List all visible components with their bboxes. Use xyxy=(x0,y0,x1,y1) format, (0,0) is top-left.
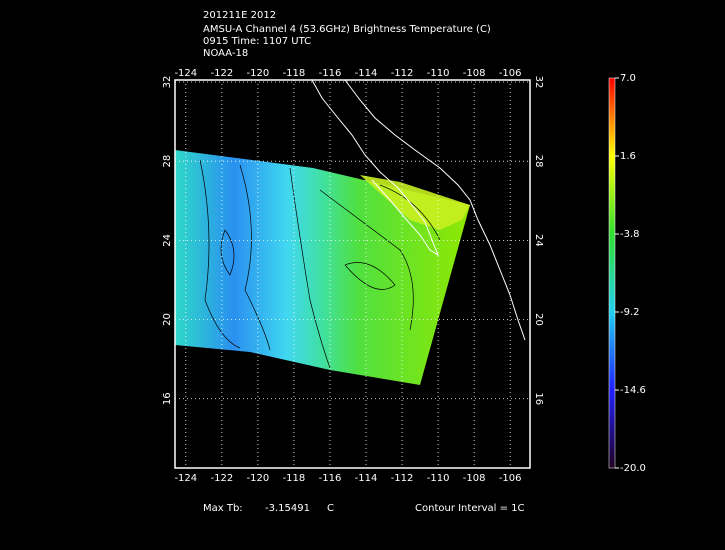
lat-tick-label: 16 xyxy=(533,392,544,405)
lon-tick-label: -110 xyxy=(427,473,450,484)
lat-tick-label: 28 xyxy=(533,155,544,168)
coastline xyxy=(344,79,526,341)
contour-interval: Contour Interval = 1C xyxy=(415,503,525,514)
max-unit: C xyxy=(327,503,334,514)
lon-tick-label: -110 xyxy=(427,68,450,79)
lon-tick-label: -114 xyxy=(355,473,378,484)
lon-tick-label: -114 xyxy=(355,68,378,79)
map xyxy=(174,79,531,469)
lon-tick-label: -112 xyxy=(391,68,414,79)
warm-region xyxy=(360,175,470,230)
contours xyxy=(199,159,441,369)
lon-tick-label: -118 xyxy=(283,68,306,79)
footer: Max Tb: -3.15491 C Contour Interval = 1C xyxy=(203,503,525,514)
lon-tick-label: -118 xyxy=(283,473,306,484)
swath xyxy=(175,150,470,385)
max-value: -3.15491 xyxy=(265,503,310,514)
lon-tick-label: -106 xyxy=(499,68,522,79)
header-line: 0915 Time: 1107 UTC xyxy=(203,36,311,47)
header: 201211E 2012 AMSU-A Channel 4 (53.6GHz) … xyxy=(203,10,491,59)
lat-tick-label: 16 xyxy=(162,392,173,405)
lon-tick-label: -120 xyxy=(247,68,270,79)
colorbar-label: 1.6 xyxy=(620,151,636,162)
lat-tick-label: 32 xyxy=(533,76,544,89)
lon-tick-label: -116 xyxy=(319,473,342,484)
lat-tick-label: 24 xyxy=(533,234,544,247)
lon-tick-label: -120 xyxy=(247,473,270,484)
max-label: Max Tb: xyxy=(203,503,243,514)
colorbar-label: 7.0 xyxy=(620,73,636,84)
lon-tick-label: -112 xyxy=(391,473,414,484)
lat-tick-label: 20 xyxy=(162,313,173,326)
lon-tick-label: -108 xyxy=(463,68,486,79)
colorbar-label: -14.6 xyxy=(620,385,646,396)
lat-tick-label: 32 xyxy=(162,76,173,89)
lon-tick-label: -106 xyxy=(499,473,522,484)
lon-tick-label: -122 xyxy=(211,68,234,79)
plot-frame xyxy=(174,79,531,469)
header-line: NOAA-18 xyxy=(203,48,248,59)
colorbar xyxy=(608,77,616,469)
colorbar-label: -3.8 xyxy=(620,229,640,240)
lon-tick-label: -124 xyxy=(174,473,197,484)
lon-tick-label: -122 xyxy=(211,473,234,484)
lat-tick-label: 28 xyxy=(162,155,173,168)
lon-tick-label: -124 xyxy=(174,68,197,79)
colorbar-label: -9.2 xyxy=(620,307,640,318)
lon-tick-label: -116 xyxy=(319,68,342,79)
coastline xyxy=(311,79,440,257)
colorbar-label: -20.0 xyxy=(620,463,646,474)
header-line: 201211E 2012 xyxy=(203,10,276,21)
lat-tick-label: 24 xyxy=(162,234,173,247)
header-line: AMSU-A Channel 4 (53.6GHz) Brightness Te… xyxy=(203,24,491,35)
lon-tick-label: -108 xyxy=(463,473,486,484)
lat-tick-label: 20 xyxy=(533,313,544,326)
